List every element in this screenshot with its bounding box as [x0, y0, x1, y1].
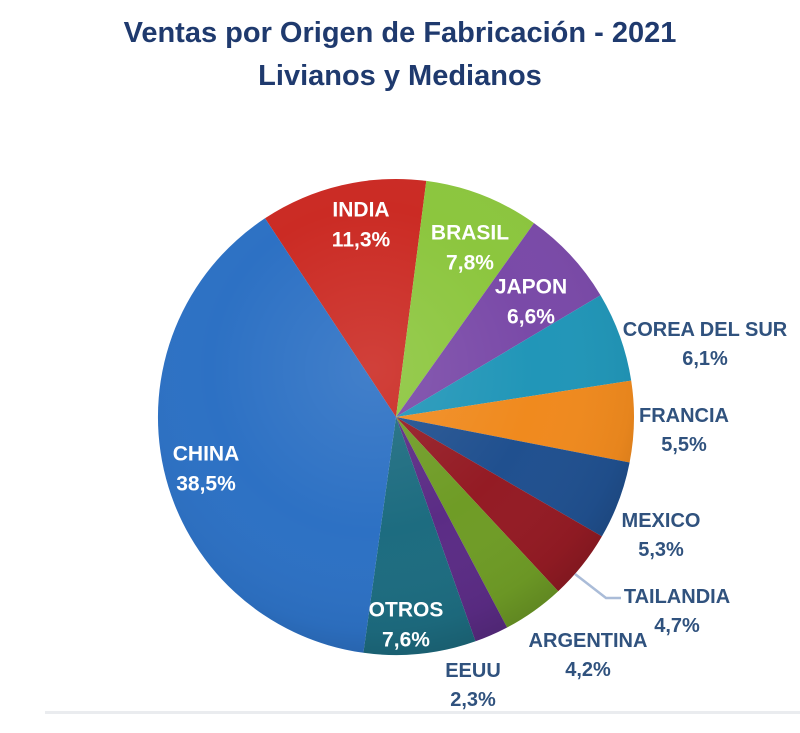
slice-label-corea-del-sur-name: COREA DEL SUR [622, 319, 788, 341]
slice-label-india-name: INDIA [332, 198, 390, 222]
slice-label-tailandia-name: TAILANDIA [623, 586, 731, 608]
slice-label-brasil-name: BRASIL [430, 221, 510, 245]
bottom-divider-line [45, 711, 800, 714]
slice-label-eeuu: EEUU 2,3% [445, 657, 501, 715]
slice-label-francia-pct: 5,5% [661, 434, 707, 456]
slice-label-argentina-pct: 4,2% [565, 659, 611, 681]
slice-label-francia-name: FRANCIA [639, 405, 729, 427]
slice-label-otros-pct: 7,6% [382, 629, 430, 652]
slice-label-mexico-pct: 5,3% [638, 539, 684, 561]
slice-label-corea-del-sur: COREA DEL SUR 6,1% [623, 316, 787, 374]
slice-label-eeuu-pct: 2,3% [450, 689, 496, 711]
slice-label-japon-pct: 6,6% [507, 306, 555, 329]
slice-label-china-pct: 38,5% [176, 473, 236, 496]
slice-label-corea-del-sur-pct: 6,1% [682, 348, 728, 370]
slice-label-mexico-name: MEXICO [621, 510, 701, 532]
slice-label-argentina-name: ARGENTINA [528, 630, 648, 652]
slice-label-china-name: CHINA [172, 442, 240, 466]
slice-label-india-pct: 11,3% [331, 229, 391, 252]
chart-title-line-1: Ventas por Origen de Fabricación - 2021 [123, 17, 677, 49]
tailandia-leader-line [574, 573, 621, 600]
slice-label-brasil: BRASIL 7,8% [431, 219, 509, 280]
slice-label-brasil-pct: 7,8% [446, 252, 494, 275]
slice-label-tailandia: TAILANDIA 4,7% [624, 583, 730, 641]
slice-label-mexico: MEXICO 5,3% [622, 507, 701, 565]
slice-label-japon-name: JAPON [494, 275, 568, 299]
slice-label-india: INDIA 11,3% [332, 196, 390, 257]
slice-label-francia: FRANCIA 5,5% [639, 402, 729, 460]
chart-title-line-2: Livianos y Medianos [258, 59, 542, 92]
slice-label-argentina: ARGENTINA 4,2% [529, 627, 648, 685]
chart-title: Ventas por Origen de Fabricación - 2021 … [0, 12, 800, 98]
slice-label-tailandia-pct: 4,7% [654, 615, 700, 637]
pie-shading-overlay [158, 179, 634, 655]
slice-label-china: CHINA 38,5% [173, 440, 240, 501]
slice-label-eeuu-name: EEUU [445, 660, 501, 682]
slice-label-japon: JAPON 6,6% [495, 273, 567, 334]
slice-label-otros: OTROS 7,6% [369, 596, 444, 657]
slice-label-otros-name: OTROS [368, 598, 444, 622]
